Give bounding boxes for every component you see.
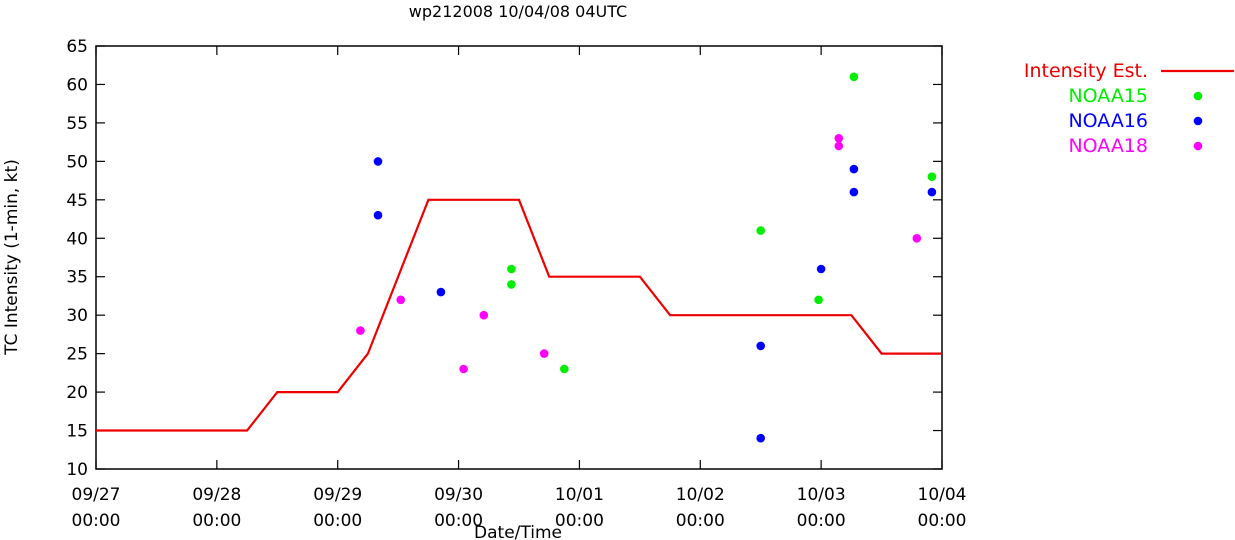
- y-tick-label: 40: [66, 229, 88, 249]
- data-point-noaa16: [373, 210, 383, 220]
- y-tick-label: 15: [66, 422, 88, 442]
- legend: Intensity Est. NOAA15 NOAA16 NOAA18: [1024, 60, 1234, 157]
- data-point-noaa15: [560, 364, 569, 374]
- data-point-noaa18: [539, 349, 549, 358]
- data-point-noaa16: [756, 341, 765, 351]
- legend-swatch-noaa16: [1193, 116, 1203, 126]
- x-tick-label-time: 00:00: [434, 511, 483, 531]
- y-tick-label: 45: [66, 191, 88, 211]
- y-tick-label: 20: [66, 383, 88, 403]
- data-point-noaa15: [849, 72, 859, 82]
- legend-label-noaa16: NOAA16: [1068, 110, 1148, 132]
- series-line-intensity-est: [96, 198, 942, 432]
- data-point-noaa15: [507, 280, 516, 289]
- legend-label-noaa18: NOAA18: [1068, 135, 1148, 157]
- legend-swatch-noaa15: [1193, 91, 1203, 101]
- data-point-noaa16: [849, 164, 859, 174]
- data-point-noaa18: [834, 141, 844, 151]
- x-tick-label-date: 09/30: [434, 485, 483, 505]
- y-tick-label: 35: [66, 268, 88, 288]
- data-point-noaa18: [834, 134, 844, 143]
- x-tick-label-date: 10/02: [676, 485, 725, 505]
- x-axis-label: Date/Time: [474, 523, 562, 540]
- data-point-noaa15: [927, 172, 937, 181]
- y-tick-label: 30: [66, 306, 88, 326]
- x-tick-label-date: 10/04: [918, 485, 967, 505]
- x-tick-label-time: 00:00: [72, 511, 121, 531]
- y-tick-label: 50: [66, 152, 88, 172]
- y-tick-label: 25: [66, 345, 88, 365]
- legend-label-noaa15: NOAA15: [1068, 85, 1148, 107]
- data-series: [96, 72, 942, 443]
- x-tick-label-date: 09/29: [313, 485, 362, 505]
- data-point-noaa15: [507, 264, 516, 274]
- x-tick-label-date: 09/28: [192, 485, 241, 505]
- y-tick-label: 55: [66, 114, 88, 134]
- axis-ticks: 10 15 20 25 30 35 40 45 50 55 60 65 09/27 00:00 09/28 0…: [66, 37, 966, 531]
- legend-label-intensity-est: Intensity Est.: [1024, 60, 1148, 82]
- x-tick-label-date: 09/27: [72, 485, 121, 505]
- y-tick-label: 60: [66, 75, 88, 95]
- data-point-noaa15: [756, 226, 765, 235]
- y-tick-label: 10: [66, 460, 88, 480]
- x-tick-label-time: 00:00: [313, 511, 362, 531]
- data-point-noaa16: [756, 433, 765, 443]
- data-point-noaa18: [459, 364, 468, 374]
- legend-swatch-noaa18: [1193, 141, 1203, 151]
- x-tick-label-time: 00:00: [555, 511, 604, 531]
- data-point-noaa18: [396, 295, 406, 305]
- data-point-noaa18: [479, 310, 489, 320]
- data-point-noaa18: [912, 234, 922, 243]
- data-point-noaa16: [816, 264, 826, 274]
- x-tick-label-date: 10/01: [555, 485, 604, 505]
- x-tick-label-time: 00:00: [676, 511, 725, 531]
- x-tick-label-time: 00:00: [797, 511, 846, 531]
- y-tick-label: 65: [66, 37, 88, 57]
- y-axis-label: TC Intensity (1-min, kt): [2, 159, 22, 356]
- data-point-noaa16: [849, 187, 859, 197]
- x-tick-label-time: 00:00: [918, 511, 967, 531]
- plot-frame: [95, 45, 943, 470]
- data-point-noaa16: [927, 187, 937, 197]
- data-point-noaa15: [814, 295, 823, 305]
- x-tick-label-date: 10/03: [797, 485, 846, 505]
- chart-title: wp212008 10/04/08 04UTC: [409, 2, 627, 21]
- data-point-noaa16: [436, 287, 446, 297]
- data-point-noaa16: [373, 157, 383, 166]
- data-point-noaa18: [356, 326, 365, 335]
- x-tick-label-time: 00:00: [192, 511, 241, 531]
